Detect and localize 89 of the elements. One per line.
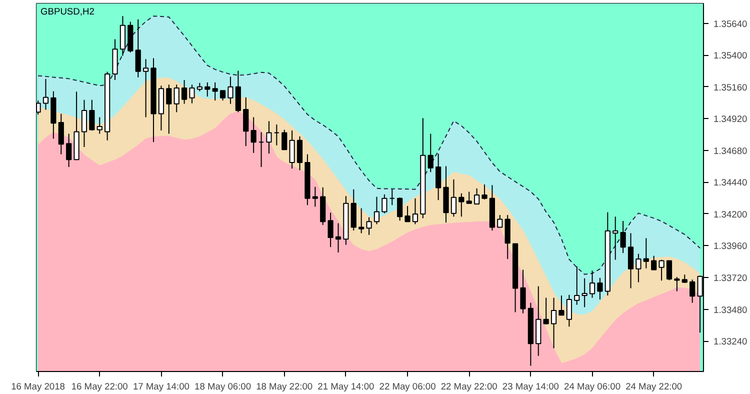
candlestick bbox=[266, 120, 272, 154]
candlestick bbox=[96, 116, 102, 134]
candlestick bbox=[412, 198, 418, 225]
candlestick bbox=[636, 253, 642, 283]
x-tick-label: 21 May 14:00 bbox=[318, 382, 374, 392]
candlestick bbox=[436, 153, 442, 201]
x-tick-label: 17 May 14:00 bbox=[132, 382, 190, 392]
candlestick bbox=[589, 270, 596, 298]
candlestick bbox=[574, 266, 580, 306]
candlestick bbox=[282, 129, 288, 150]
x-tick-label: 18 May 22:00 bbox=[256, 382, 313, 392]
y-tick-label: 1.35640 bbox=[714, 18, 748, 29]
candlestick bbox=[42, 78, 49, 110]
candlestick bbox=[58, 113, 64, 155]
candlestick bbox=[135, 18, 141, 78]
candlestick bbox=[690, 279, 696, 304]
candlestick bbox=[543, 297, 549, 325]
candlestick bbox=[466, 191, 472, 204]
candlestick bbox=[666, 260, 672, 281]
y-tick-label: 1.33720 bbox=[714, 273, 748, 284]
candlestick bbox=[212, 82, 218, 102]
candlestick bbox=[312, 186, 318, 208]
x-tick-label: 24 May 06:00 bbox=[564, 382, 621, 392]
y-tick-label: 1.33480 bbox=[714, 304, 748, 315]
candlestick bbox=[389, 188, 395, 206]
candlestick bbox=[258, 132, 264, 168]
candlestick bbox=[582, 278, 588, 308]
candlestick bbox=[328, 212, 334, 248]
candlestick bbox=[397, 196, 403, 222]
candlestick bbox=[66, 133, 72, 168]
candlestick bbox=[204, 82, 210, 98]
candlestick bbox=[382, 194, 388, 214]
candlestick bbox=[612, 216, 618, 260]
candlestick bbox=[550, 297, 557, 349]
candlestick bbox=[220, 90, 226, 102]
x-tick-label: 23 May 14:00 bbox=[502, 382, 559, 392]
candlestick bbox=[428, 133, 434, 173]
candlestick bbox=[374, 196, 380, 225]
x-tick-label: 16 May 2018 bbox=[11, 382, 66, 392]
candlestick bbox=[458, 192, 464, 218]
y-tick-label: 1.33240 bbox=[714, 336, 748, 347]
y-tick-label: 1.34200 bbox=[714, 209, 748, 220]
x-tick-label: 22 May 22:00 bbox=[440, 382, 498, 392]
x-tick-label: 22 May 06:00 bbox=[379, 382, 436, 392]
candlestick bbox=[274, 124, 280, 146]
candlestick bbox=[142, 58, 149, 118]
candlestick bbox=[497, 214, 503, 228]
candlestick bbox=[366, 216, 372, 236]
candlestick bbox=[250, 116, 256, 154]
y-tick-label: 1.34680 bbox=[714, 146, 748, 156]
y-tick-label: 1.35160 bbox=[714, 82, 748, 92]
candlestick bbox=[628, 232, 634, 289]
candlestick bbox=[358, 208, 364, 234]
candlestick bbox=[566, 294, 572, 328]
y-tick-label: 1.35400 bbox=[714, 50, 748, 61]
candlestick bbox=[174, 84, 180, 113]
candlestick bbox=[228, 76, 234, 104]
candlestick bbox=[450, 178, 457, 218]
candlestick bbox=[482, 184, 488, 200]
x-tick-label: 24 May 22:00 bbox=[626, 382, 682, 392]
candlestick bbox=[643, 238, 649, 269]
candlestick bbox=[243, 96, 249, 147]
candlestick bbox=[350, 188, 356, 232]
candlestick bbox=[289, 130, 295, 170]
candlestick bbox=[189, 84, 195, 104]
candlestick bbox=[651, 255, 657, 270]
candlestick bbox=[335, 222, 342, 253]
candlestick bbox=[620, 220, 626, 254]
x-tick-label: 18 May 06:00 bbox=[194, 382, 252, 392]
candlestick bbox=[296, 136, 303, 171]
candlestick bbox=[658, 259, 664, 282]
x-tick-label: 16 May 22:00 bbox=[71, 382, 128, 392]
candlestick bbox=[404, 206, 410, 222]
candlestick bbox=[597, 277, 603, 300]
y-tick-label: 1.34920 bbox=[714, 114, 748, 124]
candlestick bbox=[474, 188, 480, 205]
y-tick-label: 1.33960 bbox=[714, 241, 748, 252]
candlestick bbox=[674, 276, 680, 292]
candlestick bbox=[81, 99, 88, 148]
candlestick bbox=[504, 214, 510, 260]
chart-title: GBPUSD,H2 bbox=[40, 6, 94, 16]
candlestick bbox=[181, 80, 188, 104]
candlestick bbox=[120, 16, 126, 56]
candlestick bbox=[520, 269, 526, 314]
candlestick bbox=[558, 295, 564, 316]
candlestick bbox=[235, 70, 241, 113]
candlestick bbox=[89, 99, 95, 131]
y-tick-label: 1.34440 bbox=[714, 178, 748, 188]
candlestick bbox=[166, 84, 172, 134]
